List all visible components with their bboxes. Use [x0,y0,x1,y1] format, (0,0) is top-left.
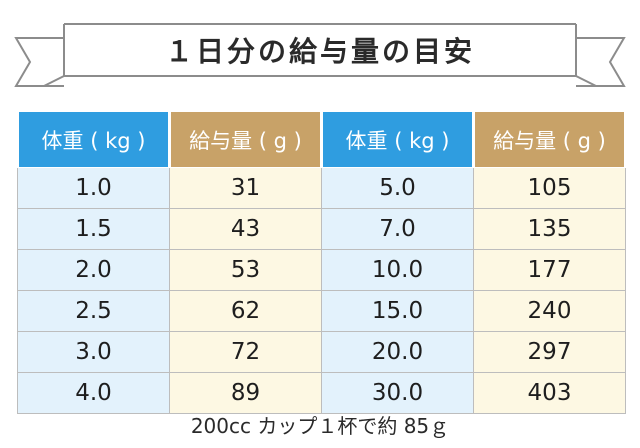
weight-cell: 2.0 [17,249,170,291]
weight-cell: 10.0 [321,249,474,291]
header-amount-1: 給与量 ( g ) [168,111,323,168]
weight-cell: 20.0 [321,331,474,373]
table-header-row: 体重 ( kg ) 給与量 ( g ) 体重 ( kg ) 給与量 ( g ) [16,111,627,168]
amount-cell: 135 [473,208,626,250]
banner-title: １日分の給与量の目安 [164,35,475,68]
amount-cell: 72 [169,331,322,373]
amount-cell: 403 [473,372,626,414]
table-row: 3.0 72 20.0 297 [17,331,626,373]
title-banner: １日分の給与量の目安 [0,0,640,100]
amount-cell: 89 [169,372,322,414]
weight-cell: 15.0 [321,290,474,332]
weight-cell: 2.5 [17,290,170,332]
weight-cell: 1.5 [17,208,170,250]
amount-cell: 43 [169,208,322,250]
ribbon-graphic [14,23,626,87]
header-weight-1: 体重 ( kg ) [16,111,171,168]
weight-cell: 5.0 [321,167,474,209]
table-row: 2.0 53 10.0 177 [17,249,626,291]
header-weight-2: 体重 ( kg ) [320,111,475,168]
feeding-table: 体重 ( kg ) 給与量 ( g ) 体重 ( kg ) 給与量 ( g ) … [16,111,627,414]
amount-cell: 297 [473,331,626,373]
header-amount-2: 給与量 ( g ) [472,111,627,168]
weight-cell: 30.0 [321,372,474,414]
amount-cell: 105 [473,167,626,209]
amount-cell: 177 [473,249,626,291]
weight-cell: 1.0 [17,167,170,209]
table-row: 1.5 43 7.0 135 [17,208,626,250]
cup-footnote: 200cc カップ１杯で約 85ｇ [190,414,450,438]
amount-cell: 240 [473,290,626,332]
amount-cell: 53 [169,249,322,291]
weight-cell: 7.0 [321,208,474,250]
weight-cell: 3.0 [17,331,170,373]
amount-cell: 62 [169,290,322,332]
table-row: 1.0 31 5.0 105 [17,167,626,209]
table-row: 2.5 62 15.0 240 [17,290,626,332]
table-row: 4.0 89 30.0 403 [17,372,626,414]
weight-cell: 4.0 [17,372,170,414]
amount-cell: 31 [169,167,322,209]
